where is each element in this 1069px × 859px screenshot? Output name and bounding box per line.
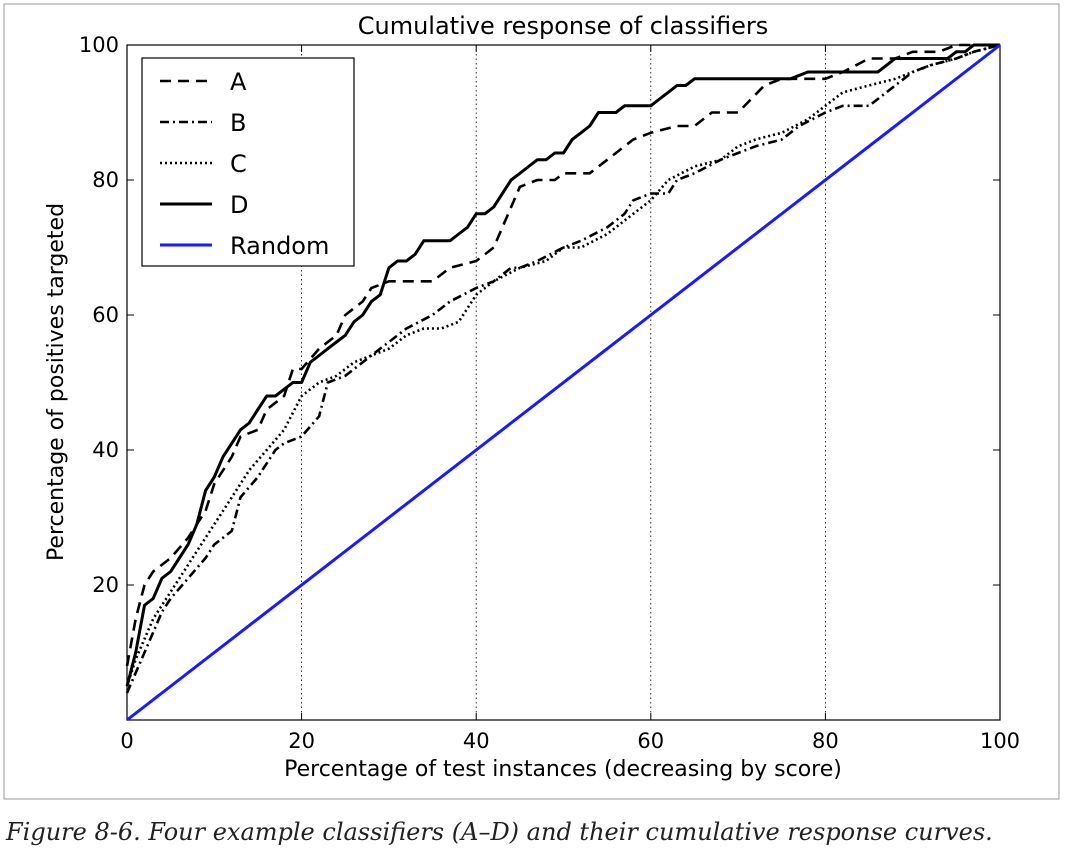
legend-label-b: B xyxy=(230,109,246,137)
series-line-a xyxy=(125,43,1000,667)
x-tick-label: 100 xyxy=(980,729,1020,753)
series-layer xyxy=(125,43,1001,722)
legend-label-a: A xyxy=(230,68,247,96)
legend-box xyxy=(141,57,355,267)
x-tick-label: 0 xyxy=(120,729,133,753)
y-tick-label: 100 xyxy=(79,33,119,57)
y-tick-label: 80 xyxy=(92,168,119,192)
series-line-b xyxy=(125,43,1001,694)
x-tick-label: 80 xyxy=(812,729,839,753)
x-tick-label: 40 xyxy=(463,729,490,753)
y-axis-label: Percentage of positives targeted xyxy=(44,203,69,561)
series-line-random xyxy=(126,43,1001,722)
series-line-c xyxy=(125,43,1001,687)
legend-label-c: C xyxy=(230,150,247,178)
x-axis-label: Percentage of test instances (decreasing… xyxy=(284,757,842,782)
y-tick-label: 60 xyxy=(92,303,119,327)
y-tick-label: 20 xyxy=(92,573,119,597)
x-axis-ticks: 0 20 40 60 80 100 xyxy=(120,45,1020,753)
figure-caption: Figure 8-6. Four example classifiers (A–… xyxy=(5,818,993,846)
y-tick-label: 40 xyxy=(92,438,119,462)
x-tick-label: 20 xyxy=(288,729,315,753)
figure-frame xyxy=(3,3,1060,800)
legend-label-random: Random xyxy=(230,232,329,260)
chart-title: Cumulative response of classifiers xyxy=(358,12,769,40)
series-line-d xyxy=(125,43,1000,687)
y-axis-ticks: 20 40 60 80 100 xyxy=(79,33,1000,597)
x-tick-label: 60 xyxy=(637,729,664,753)
legend-label-d: D xyxy=(230,191,248,219)
